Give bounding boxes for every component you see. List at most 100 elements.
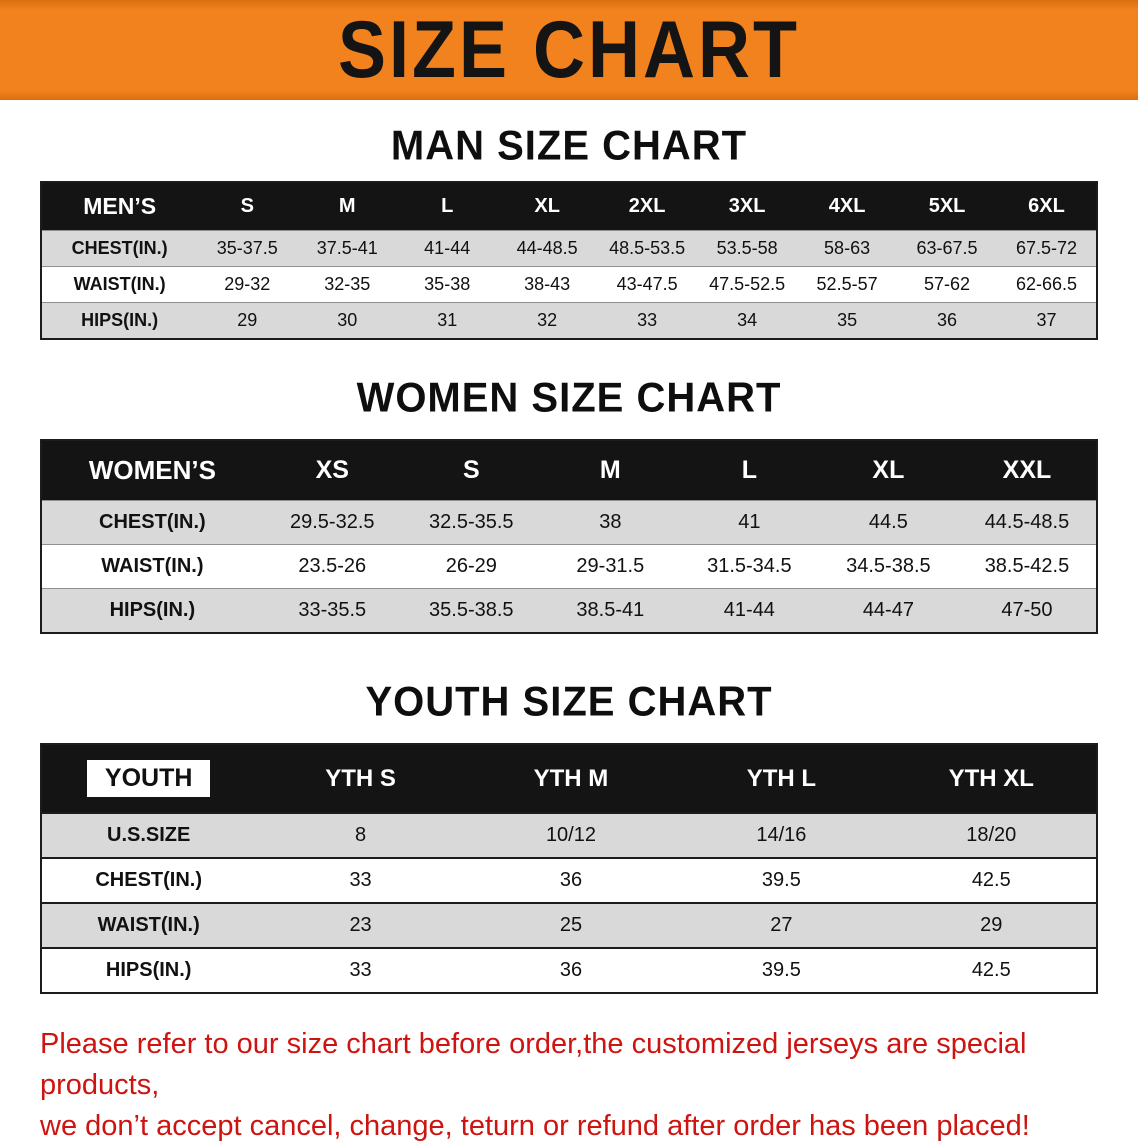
size-column-header: 3XL — [728, 195, 766, 217]
corner-label-text: WOMEN’S — [88, 455, 216, 485]
table-header-row: WOMEN’S XS S M L XL XXL — [41, 440, 1097, 501]
table-header-row: MEN’S S M L XL 2XL 3XL 4XL 5XL 6XL — [41, 182, 1097, 231]
size-value-cell: 38 — [599, 511, 622, 533]
size-value-cell: 33-35.5 — [298, 599, 367, 621]
man-section-title: MAN SIZE CHART — [390, 122, 748, 170]
size-value-cell: 35 — [837, 310, 858, 330]
size-column-header: XL — [872, 456, 905, 484]
corner-label: WOMEN’S — [41, 440, 263, 501]
row-label: CHEST(IN.) — [99, 511, 206, 533]
size-value-cell: 8 — [355, 824, 367, 846]
disclaimer-line-1: Please refer to our size chart before or… — [40, 1028, 1027, 1102]
size-column-header: 2XL — [628, 195, 666, 217]
size-value-cell: 37 — [1036, 310, 1057, 330]
row-label: HIPS(IN.) — [109, 599, 196, 621]
size-value-cell: 33 — [349, 959, 372, 981]
size-value-cell: 23 — [349, 914, 372, 936]
size-value-cell: 58-63 — [824, 238, 871, 258]
size-value-cell: 35-38 — [424, 274, 471, 294]
corner-label: YOUTH — [41, 744, 255, 813]
size-value-cell: 44-47 — [862, 599, 914, 621]
size-value-cell: 26-29 — [445, 555, 497, 577]
size-value-cell: 42.5 — [971, 959, 1011, 981]
youth-size-table: YOUTH YTH S YTH M YTH L YTH XL U.S.SIZE 8 10/12… — [40, 743, 1098, 994]
row-label: WAIST(IN.) — [73, 274, 166, 294]
size-value-cell: 31 — [437, 310, 458, 330]
size-value-cell: 38-43 — [524, 274, 571, 294]
women-section-title: WOMEN SIZE CHART — [356, 374, 782, 422]
women-size-chart-section: WOMEN SIZE CHART WOMEN’S XS S M L XL XXL CHEST(… — [0, 374, 1138, 634]
size-value-cell: 37.5-41 — [316, 238, 378, 258]
size-value-cell: 41-44 — [723, 599, 775, 621]
size-value-cell: 32 — [537, 310, 558, 330]
size-value-cell: 35-37.5 — [216, 238, 278, 258]
man-size-table: MEN’S S M L XL 2XL 3XL 4XL 5XL 6XL CHEST(IN.) 35-37… — [40, 181, 1098, 340]
size-value-cell: 35.5-38.5 — [429, 599, 514, 621]
size-column-header: YTH M — [533, 764, 609, 792]
size-value-cell: 23.5-26 — [298, 555, 367, 577]
size-value-cell: 18/20 — [966, 824, 1017, 846]
table-row: WAIST(IN.) 29-32 32-35 35-38 38-43 43-47.5 47.… — [41, 266, 1097, 303]
size-value-cell: 29-31.5 — [576, 555, 645, 577]
size-value-cell: 29-32 — [224, 274, 271, 294]
table-row: HIPS(IN.) 29 30 31 32 33 34 35 36 37 — [41, 302, 1097, 339]
size-value-cell: 57-62 — [924, 274, 971, 294]
size-value-cell: 34.5-38.5 — [846, 555, 931, 577]
size-value-cell: 33 — [637, 310, 658, 330]
size-value-cell: 29 — [237, 310, 258, 330]
size-column-header: YTH XL — [948, 764, 1034, 792]
size-column-header: XL — [534, 195, 560, 217]
size-value-cell: 38.5-41 — [576, 599, 645, 621]
size-column-header: 5XL — [928, 195, 966, 217]
table-row: HIPS(IN.) 33 36 39.5 42.5 — [41, 948, 1097, 993]
size-value-cell: 52.5-57 — [816, 274, 878, 294]
size-value-cell: 42.5 — [971, 869, 1011, 891]
banner: SIZE CHART — [0, 0, 1138, 100]
size-value-cell: 10/12 — [545, 824, 596, 846]
size-value-cell: 33 — [349, 869, 372, 891]
row-label: CHEST(IN.) — [71, 238, 168, 258]
size-value-cell: 47.5-52.5 — [709, 274, 786, 294]
row-label: HIPS(IN.) — [105, 959, 192, 981]
size-value-cell: 32-35 — [324, 274, 371, 294]
size-column-header: S — [462, 456, 480, 484]
size-column-header: YTH L — [746, 764, 817, 792]
banner-title: SIZE CHART — [338, 5, 800, 95]
size-value-cell: 67.5-72 — [1015, 238, 1078, 258]
corner-label-text: MEN’S — [83, 193, 157, 219]
size-value-cell: 41 — [738, 511, 761, 533]
size-column-header: 6XL — [1028, 195, 1065, 217]
youth-size-chart-section: YOUTH SIZE CHART YOUTH YTH S YTH M YTH L YTH… — [0, 678, 1138, 994]
table-row: U.S.SIZE 8 10/12 14/16 18/20 — [41, 813, 1097, 858]
size-column-header: 4XL — [828, 195, 866, 217]
size-column-header: M — [599, 456, 621, 484]
size-value-cell: 48.5-53.5 — [609, 238, 686, 258]
size-value-cell: 29.5-32.5 — [290, 511, 375, 533]
row-label: HIPS(IN.) — [81, 310, 159, 330]
corner-label-text: YOUTH — [86, 760, 211, 797]
size-value-cell: 38.5-42.5 — [984, 555, 1070, 577]
size-column-header: M — [338, 195, 356, 217]
size-value-cell: 44.5-48.5 — [984, 511, 1070, 533]
table-header-row: YOUTH YTH S YTH M YTH L YTH XL — [41, 744, 1097, 813]
size-column-header: XS — [315, 456, 349, 484]
table-row: CHEST(IN.) 35-37.5 37.5-41 41-44 44-48.5 48.5… — [41, 230, 1097, 267]
disclaimer: Please refer to our size chart before or… — [40, 1024, 1100, 1148]
man-size-chart-section: MAN SIZE CHART MEN’S S M L XL 2XL 3XL 4XL 5XL 6XL… — [0, 122, 1138, 340]
table-row: WAIST(IN.) 23.5-26 26-29 29-31.5 31.5-34.5 34… — [41, 544, 1097, 589]
size-value-cell: 14/16 — [756, 824, 807, 846]
size-value-cell: 63-67.5 — [916, 238, 978, 258]
table-row: CHEST(IN.) 29.5-32.5 32.5-35.5 38 41 44.5 44.5… — [41, 500, 1097, 545]
youth-section-title: YOUTH SIZE CHART — [365, 678, 773, 726]
row-label: WAIST(IN.) — [101, 555, 204, 577]
size-value-cell: 53.5-58 — [716, 238, 778, 258]
disclaimer-line-2: we don’t accept cancel, change, teturn o… — [40, 1110, 1030, 1143]
table-row: CHEST(IN.) 33 36 39.5 42.5 — [41, 858, 1097, 903]
size-value-cell: 36 — [559, 869, 583, 891]
size-value-cell: 39.5 — [761, 869, 801, 891]
size-value-cell: 34 — [737, 310, 758, 330]
size-value-cell: 32.5-35.5 — [429, 511, 514, 533]
size-value-cell: 41-44 — [424, 238, 471, 258]
size-value-cell: 47-50 — [1001, 599, 1053, 621]
